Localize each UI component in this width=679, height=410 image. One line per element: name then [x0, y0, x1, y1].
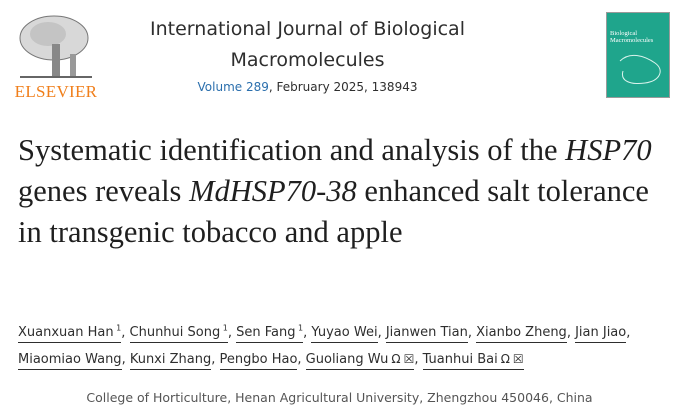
- author-link[interactable]: Pengbo Hao: [219, 352, 298, 371]
- author-link[interactable]: Chunhui Song 1: [129, 324, 228, 344]
- journal-cover[interactable]: Biological Macromolecules: [606, 12, 670, 98]
- author-name: Sen Fang: [236, 325, 296, 341]
- title-segment: HSP70: [565, 133, 652, 167]
- author-link[interactable]: Jianwen Tian: [385, 325, 468, 344]
- cover-illustration-icon: [619, 54, 661, 84]
- author-name: Xianbo Zheng: [476, 325, 567, 341]
- tree-logo-icon: [19, 15, 92, 78]
- article-title: Systematic identification and analysis o…: [18, 130, 678, 253]
- elsevier-wordmark: ELSEVIER: [14, 82, 98, 101]
- author-name: Chunhui Song: [129, 325, 221, 341]
- title-segment: enhanced salt tolerance in transgenic to…: [18, 174, 649, 249]
- author-footnote: 1: [113, 324, 122, 333]
- email-icon: ☒: [512, 352, 524, 367]
- author-link[interactable]: Xianbo Zheng: [476, 325, 567, 344]
- person-icon: Ω: [391, 352, 401, 367]
- author-name: Yuyao Wei: [311, 325, 378, 341]
- author-link[interactable]: Guoliang Wu Ω ☒: [305, 352, 415, 371]
- author-name: Tuanhui Bai: [422, 352, 498, 368]
- volume-link[interactable]: Volume 289: [197, 80, 269, 94]
- author-link[interactable]: Xuanxuan Han 1: [18, 324, 122, 344]
- author-name: Pengbo Hao: [219, 352, 298, 368]
- author-footnote: 1: [220, 324, 228, 333]
- author-name: Xuanxuan Han: [18, 325, 114, 341]
- email-icon: ☒: [403, 352, 415, 367]
- author-list: Xuanxuan Han 1, Chunhui Song 1, Sen Fang…: [18, 316, 668, 373]
- author-link[interactable]: Yuyao Wei: [311, 325, 378, 344]
- person-icon: Ω: [500, 352, 510, 367]
- author-name: Jianwen Tian: [385, 325, 468, 341]
- issue-info: , February 2025, 138943: [268, 80, 418, 94]
- title-segment: genes reveals: [18, 174, 190, 208]
- affiliation: College of Horticulture, Henan Agricultu…: [86, 390, 593, 405]
- author-name: Jian Jiao: [575, 325, 627, 341]
- title-segment: MdHSP70-38: [189, 174, 357, 208]
- author-link[interactable]: Tuanhui Bai Ω ☒: [422, 352, 524, 371]
- journal-title[interactable]: International Journal of Biological Macr…: [150, 18, 465, 71]
- author-name: Guoliang Wu: [305, 352, 389, 368]
- elsevier-logo[interactable]: ELSEVIER: [12, 10, 100, 102]
- author-footnote: 1: [295, 324, 304, 333]
- author-name: Miaomiao Wang: [18, 352, 122, 368]
- author-link[interactable]: Jian Jiao: [575, 325, 627, 344]
- author-link[interactable]: Kunxi Zhang: [129, 352, 212, 371]
- volume-info: Volume 289, February 2025, 138943: [140, 80, 475, 94]
- title-segment: Systematic identification and analysis o…: [18, 133, 566, 167]
- author-link[interactable]: Sen Fang 1: [236, 324, 304, 344]
- author-name: Kunxi Zhang: [129, 352, 212, 368]
- author-link[interactable]: Miaomiao Wang: [18, 352, 122, 371]
- cover-title: Biological Macromolecules: [610, 30, 654, 44]
